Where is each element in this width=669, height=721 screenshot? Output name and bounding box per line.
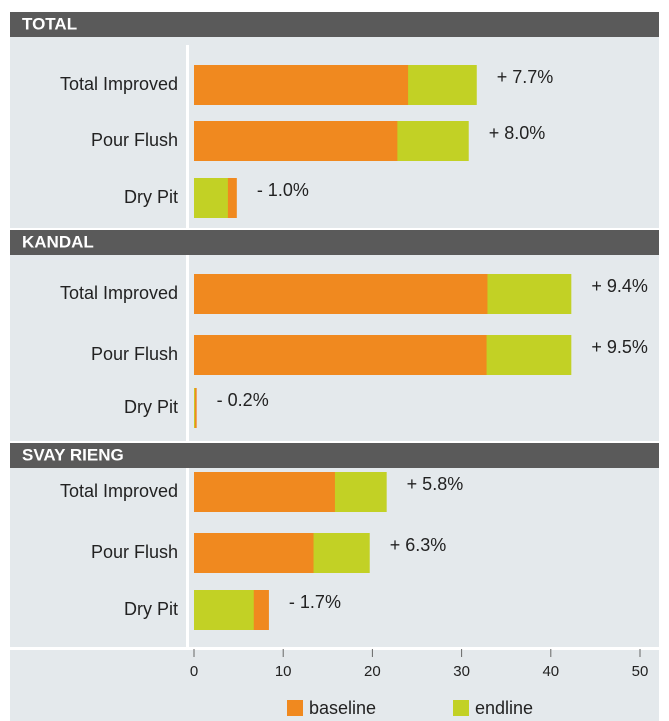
separator [10, 441, 659, 444]
bar [194, 590, 254, 630]
change-label: + 7.7% [497, 67, 554, 87]
bar [194, 472, 335, 512]
bar [194, 274, 488, 314]
panel-title: SVAY RIENG [22, 445, 124, 464]
change-label: + 5.8% [407, 474, 464, 494]
change-label: + 9.5% [591, 337, 648, 357]
bar [194, 121, 398, 161]
x-tick-label: 10 [275, 663, 292, 680]
panel-header [10, 443, 659, 468]
x-tick-label: 50 [632, 663, 649, 680]
separator [10, 228, 659, 231]
axis-divider [186, 45, 189, 648]
bar [194, 388, 197, 428]
change-label: + 6.3% [390, 535, 447, 555]
panel-title: KANDAL [22, 232, 94, 251]
panel-title: TOTAL [22, 14, 77, 33]
bar [194, 178, 228, 218]
separator [10, 647, 659, 650]
legend-label: endline [475, 698, 533, 718]
change-label: + 9.4% [591, 276, 648, 296]
change-label: - 1.7% [289, 592, 341, 612]
panel-header [10, 230, 659, 255]
category-label: Total Improved [60, 283, 178, 303]
x-tick-label: 30 [453, 663, 470, 680]
category-label: Pour Flush [91, 130, 178, 150]
x-tick-label: 20 [364, 663, 381, 680]
bar [194, 335, 487, 375]
bar [194, 388, 195, 428]
x-tick-label: 40 [542, 663, 559, 680]
change-label: + 8.0% [489, 123, 546, 143]
change-label: - 1.0% [257, 180, 309, 200]
category-label: Total Improved [60, 481, 178, 501]
category-label: Dry Pit [124, 397, 178, 417]
category-label: Dry Pit [124, 187, 178, 207]
category-label: Pour Flush [91, 344, 178, 364]
panel-header [10, 12, 659, 37]
change-label: - 0.2% [217, 390, 269, 410]
category-label: Total Improved [60, 74, 178, 94]
legend-swatch [287, 700, 303, 716]
bar [194, 533, 314, 573]
bar [194, 65, 409, 105]
category-label: Dry Pit [124, 599, 178, 619]
category-label: Pour Flush [91, 542, 178, 562]
x-tick-label: 0 [190, 663, 198, 680]
legend-swatch [453, 700, 469, 716]
legend-label: baseline [309, 698, 376, 718]
